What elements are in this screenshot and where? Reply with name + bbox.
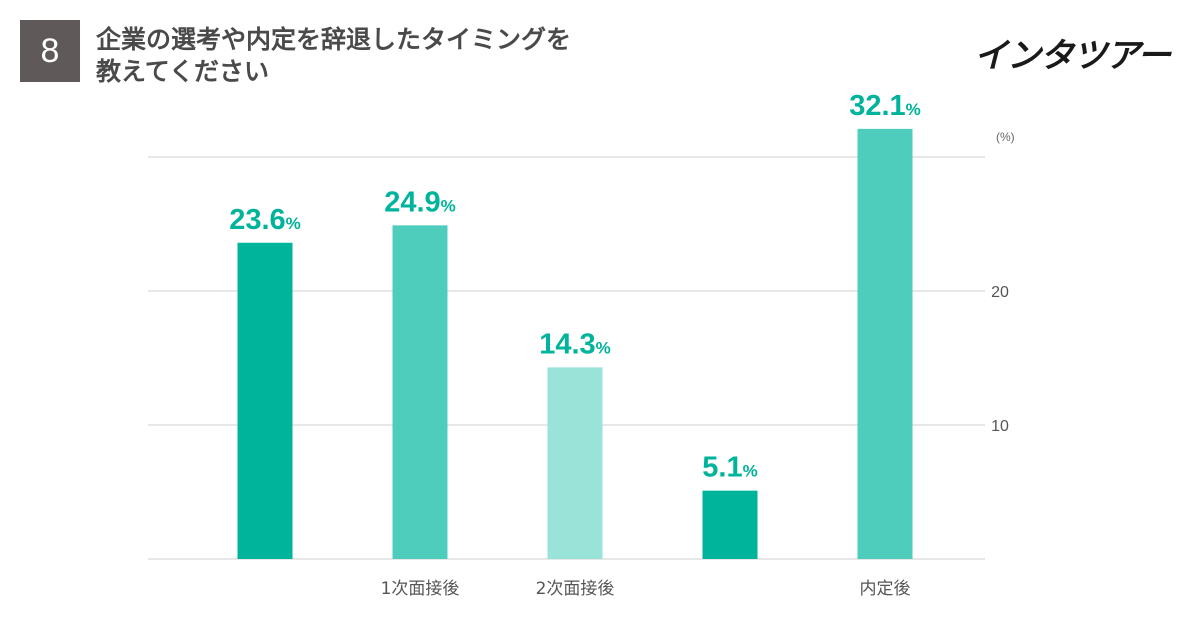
bar [702, 490, 758, 559]
data-label: 23.6% [229, 204, 301, 236]
data-label: 32.1% [849, 90, 921, 122]
x-category-label: 内定後 [860, 579, 911, 599]
brand-logo: インタツアー [974, 36, 1171, 76]
question-title-line2: 教えてください [96, 57, 270, 86]
y-tick-label: 10 [991, 418, 1009, 435]
x-category-label: 2次面接後 [536, 579, 615, 599]
data-label: 14.3% [539, 328, 611, 360]
question-number-badge: 8 [20, 20, 80, 82]
bar [547, 367, 603, 559]
x-category-label: 1次面接後 [381, 579, 460, 599]
y-tick-label: 20 [991, 284, 1009, 301]
data-label: 24.9% [384, 186, 456, 218]
question-title-line1: 企業の選考や内定を辞退したタイミングを [96, 25, 572, 54]
bar [392, 225, 448, 559]
y-axis-unit-label: (%) [996, 130, 1015, 144]
data-label: 5.1% [702, 452, 757, 484]
bar [857, 128, 913, 560]
question-title: 企業の選考や内定を辞退したタイミングを 教えてください [96, 24, 571, 88]
bar [237, 242, 293, 559]
